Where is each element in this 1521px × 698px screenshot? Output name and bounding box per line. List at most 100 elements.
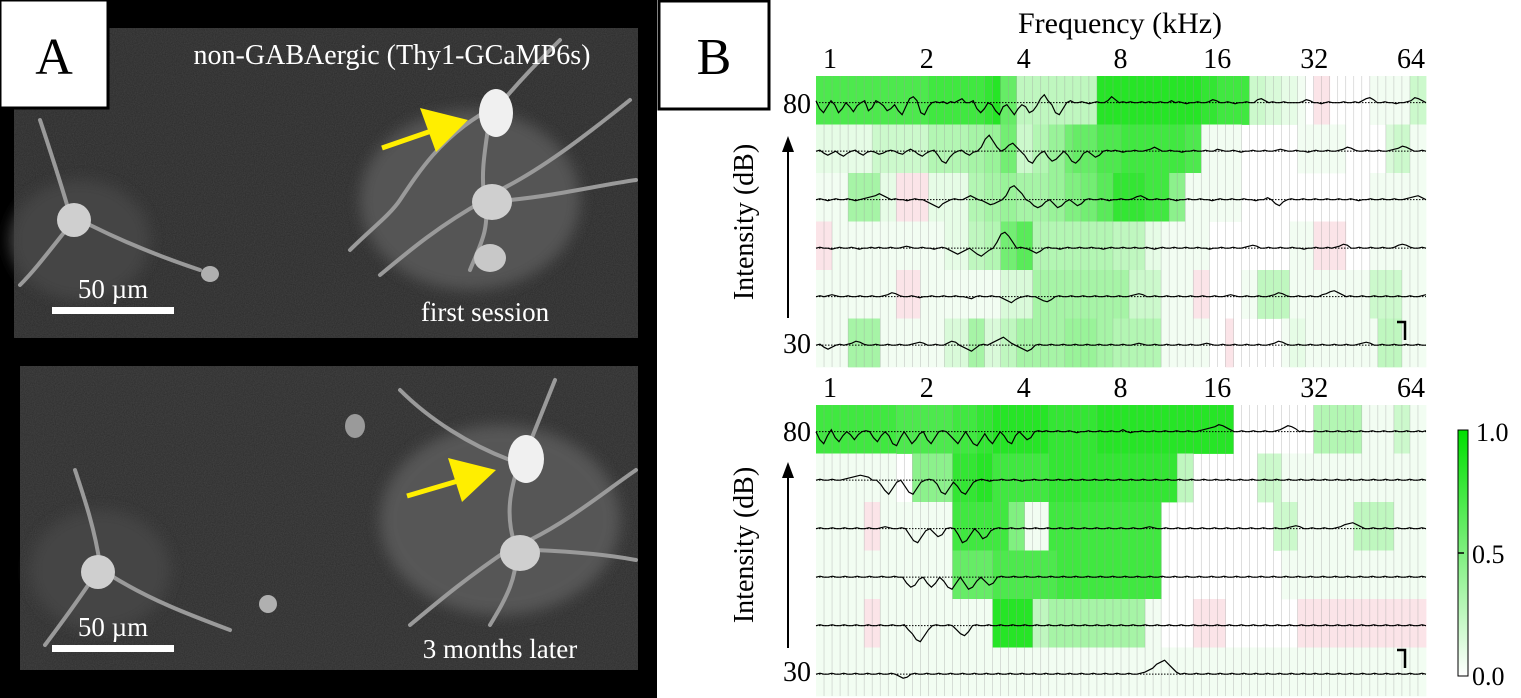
heat-cell-r1-c16 <box>944 124 953 174</box>
heat-cell-r5-c12 <box>912 647 921 697</box>
heat-cell-r2-c5 <box>856 502 865 551</box>
heat-cell-r0-c12 <box>912 405 921 454</box>
heat-cell-r3-c9 <box>888 550 897 600</box>
heat-cell-r3-c69 <box>1369 221 1379 271</box>
heat-cell-r4-c71 <box>1385 599 1395 648</box>
heat-cell-r3-c30 <box>1056 550 1066 600</box>
heat-cell-r3-c34 <box>1088 221 1098 271</box>
scale-bar-top <box>52 307 174 314</box>
heat-cell-r2-c66 <box>1345 502 1355 551</box>
heat-cell-r5-c27 <box>1032 647 1042 697</box>
heat-cell-r3-c31 <box>1064 221 1074 271</box>
heat-cell-r2-c6 <box>864 502 873 551</box>
heat-cell-r4-c3 <box>840 270 849 319</box>
panel-a: 50 µm first session <box>0 0 657 698</box>
heat-cell-r4-c36 <box>1104 270 1114 319</box>
heat-cell-r5-c50 <box>1217 647 1226 697</box>
heat-cell-r3-c33 <box>1080 550 1090 600</box>
heat-cell-r3-c75 <box>1417 550 1427 600</box>
heat-cell-r5-c41 <box>1145 318 1154 368</box>
heat-cell-r5-c40 <box>1137 647 1146 697</box>
scale-bar-top-label: 50 µm <box>78 274 148 304</box>
heat-cell-r2-c1 <box>824 173 833 222</box>
heat-cell-r5-c5 <box>856 647 865 697</box>
heat-cell-r0-c42 <box>1153 76 1162 125</box>
heat-cell-r3-c64 <box>1329 550 1339 600</box>
heat-cell-r3-c32 <box>1072 550 1082 600</box>
heat-cell-r4-c10 <box>896 270 905 319</box>
heat-cell-r3-c68 <box>1361 550 1371 600</box>
heat-cell-r5-c31 <box>1064 318 1074 368</box>
heat-cell-r3-c8 <box>880 221 889 271</box>
heat-cell-r3-c14 <box>928 550 937 600</box>
heat-cell-r1-c14 <box>928 453 937 503</box>
frequency-tick-64: 64 <box>1397 44 1425 75</box>
heat-cell-r1-c33 <box>1080 124 1090 174</box>
heat-cell-r5-c22 <box>992 647 1002 697</box>
heat-cell-r3-c61 <box>1305 550 1315 600</box>
heat-cell-r4-c4 <box>848 270 857 319</box>
heat-cell-r1-c49 <box>1209 124 1218 174</box>
heat-cell-r1-c12 <box>912 453 921 503</box>
heat-cell-r2-c14 <box>928 502 937 551</box>
heat-cell-r4-c32 <box>1072 599 1082 648</box>
heat-cell-r4-c12 <box>912 270 921 319</box>
heat-cell-r1-c3 <box>840 124 849 174</box>
heat-cell-r3-c59 <box>1289 221 1298 271</box>
heat-cell-r4-c5 <box>856 599 865 648</box>
scale-bar-bottom-label: 50 µm <box>78 612 148 642</box>
heat-cell-r4-c17 <box>952 599 961 648</box>
heat-cell-r5-c14 <box>928 318 937 368</box>
heat-cell-r2-c68 <box>1361 502 1371 551</box>
heat-cell-r4-c64 <box>1329 599 1339 648</box>
heat-cell-r4-c28 <box>1040 599 1050 648</box>
heat-cell-r4-c28 <box>1040 270 1050 319</box>
frequency-tick-2: 2 <box>920 373 934 404</box>
heat-cell-r1-c25 <box>1016 453 1026 503</box>
heat-cell-r0-c9 <box>888 405 897 454</box>
heat-cell-r1-c28 <box>1040 453 1050 503</box>
heat-cell-r2-c67 <box>1353 502 1363 551</box>
heat-cell-r0-c30 <box>1056 405 1066 454</box>
heat-cell-r4-c6 <box>864 270 873 319</box>
heat-cell-r5-c26 <box>1024 318 1034 368</box>
heat-cell-r1-c13 <box>920 124 929 174</box>
heat-cell-r0-c17 <box>952 405 961 454</box>
heat-cell-r0-c26 <box>1024 76 1034 125</box>
heat-cell-r2-c33 <box>1080 173 1090 222</box>
heat-cell-r5-c75 <box>1417 647 1427 697</box>
heat-cell-r2-c28 <box>1040 502 1050 551</box>
heat-cell-r5-c21 <box>984 318 993 368</box>
heat-cell-r4-c15 <box>936 599 945 648</box>
heat-cell-r0-c31 <box>1064 405 1074 454</box>
heat-cell-r1-c71 <box>1385 124 1395 174</box>
heat-cell-r4-c44 <box>1169 270 1178 319</box>
heat-cell-r3-c3 <box>840 221 849 271</box>
heat-cell-r1-c6 <box>864 453 873 503</box>
calcium-trace-row-1 <box>815 474 1427 496</box>
heat-cell-r1-c56 <box>1265 453 1274 503</box>
heat-cell-r2-c47 <box>1193 173 1202 222</box>
heat-cell-r4-c63 <box>1321 270 1331 319</box>
heat-cell-r5-c20 <box>976 647 985 697</box>
heat-cell-r2-c74 <box>1409 502 1419 551</box>
heat-cell-r4-c23 <box>1000 270 1010 319</box>
heat-cell-r0-c37 <box>1112 405 1122 454</box>
heat-cell-r5-c73 <box>1401 647 1411 697</box>
heat-cell-r5-c0 <box>816 318 825 368</box>
heat-cell-r1-c44 <box>1169 453 1178 503</box>
heat-cell-r5-c69 <box>1369 318 1379 368</box>
heat-cell-r2-c11 <box>904 502 913 551</box>
heat-cell-r1-c73 <box>1401 124 1411 174</box>
heat-cell-r3-c58 <box>1281 550 1290 600</box>
heat-cell-r1-c0 <box>816 453 825 503</box>
heat-cell-r1-c0 <box>816 124 825 174</box>
heat-cell-r1-c19 <box>968 124 977 174</box>
heat-cell-r0-c16 <box>944 405 953 454</box>
scale-bar-bottom <box>52 645 174 652</box>
heat-cell-r1-c17 <box>952 124 961 174</box>
heat-cell-r5-c14 <box>928 647 937 697</box>
heat-cell-r5-c18 <box>960 318 969 368</box>
heat-cell-r5-c51 <box>1225 318 1234 368</box>
heat-cell-r5-c15 <box>936 647 945 697</box>
